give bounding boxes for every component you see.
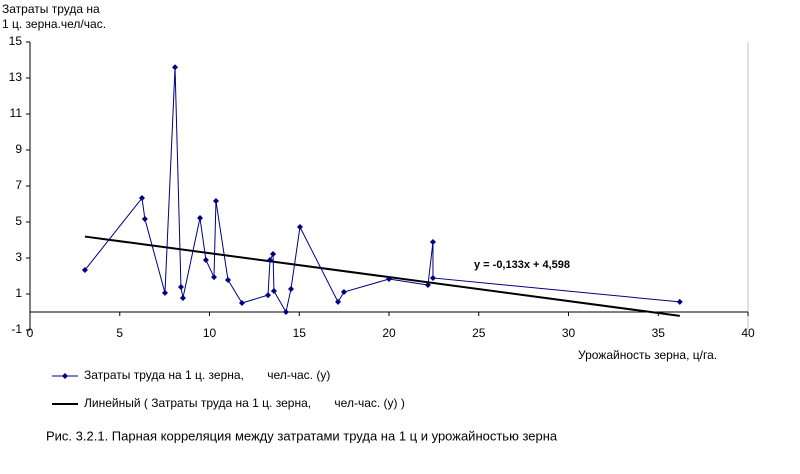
legend-marker [62,373,68,379]
y-axis-label: Затраты труда на [2,2,100,16]
point [429,238,436,245]
point [161,289,168,296]
point [265,292,272,299]
y-tick-label: 11 [10,106,23,120]
point [210,274,217,281]
point [238,300,245,306]
point [386,276,392,283]
point [202,256,209,263]
x-tick-label: 10 [203,326,217,340]
point [340,289,347,296]
x-tick-label: 15 [293,326,307,340]
point [196,215,203,222]
x-tick-label: 5 [116,326,123,340]
point [270,287,277,294]
y-tick-label: 9 [15,142,22,156]
trend-line [84,235,680,317]
point [141,215,148,222]
point [177,283,184,290]
point [335,298,342,305]
y-axis-label: 1 ц. зерна.чел/час. [2,17,106,31]
x-tick-label: 20 [382,326,396,340]
x-tick-label: 30 [562,326,576,340]
legend-label: Затраты труда на 1 ц. зерна, чел-час. (у… [84,368,330,382]
point [179,294,186,301]
point [287,285,294,292]
point [224,276,231,283]
point [81,267,88,274]
x-tick-label: 25 [472,326,486,340]
point [212,197,219,204]
point [172,64,179,71]
y-tick-label: 13 [9,70,23,84]
point [270,251,277,258]
point [429,274,436,281]
x-axis-label: Урожайность зерна, ц/га. [578,348,717,362]
x-tick-label: 35 [652,326,666,340]
legend-label: Линейный ( Затраты труда на 1 ц. зерна, … [84,396,405,410]
point [676,298,683,305]
point [424,282,431,288]
point [139,195,146,202]
x-tick-label: 0 [27,326,34,340]
point [282,309,289,315]
y-tick-label: 3 [15,250,22,264]
y-tick-label: 7 [15,178,22,192]
y-tick-label: 1 [15,286,22,300]
y-tick-label: 15 [9,34,23,48]
y-tick-label: -1 [11,322,22,336]
y-tick-label: 5 [15,214,22,228]
point [296,224,303,231]
point [266,256,273,263]
trend-equation: y = -0,133x + 4,598 [474,259,570,271]
caption: Рис. 3.2.1. Парная корреляция между затр… [46,428,558,443]
x-tick-label: 40 [741,326,755,340]
